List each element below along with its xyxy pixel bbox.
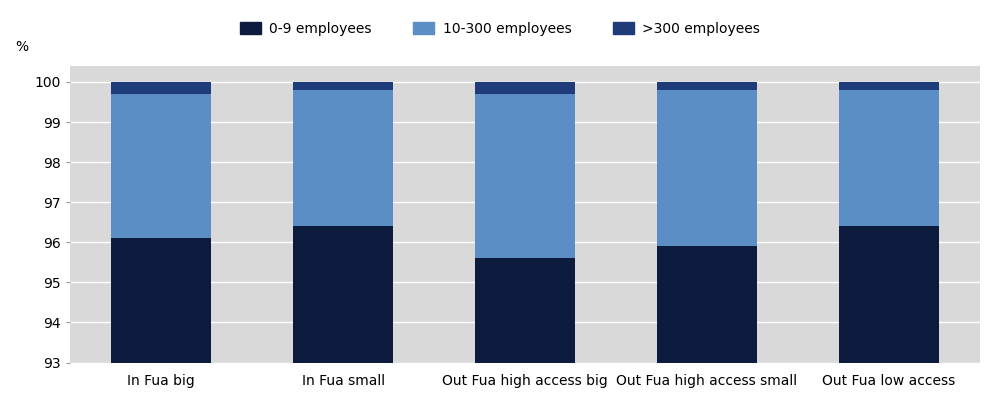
- Bar: [475, 82, 575, 94]
- Bar: [657, 82, 757, 90]
- Bar: [111, 94, 211, 238]
- Bar: [657, 90, 757, 246]
- Bar: [839, 90, 939, 226]
- Bar: [657, 246, 757, 412]
- Bar: [839, 82, 939, 90]
- Bar: [111, 82, 211, 94]
- Legend: 0-9 employees, 10-300 employees, >300 employees: 0-9 employees, 10-300 employees, >300 em…: [233, 15, 767, 43]
- Bar: [293, 82, 393, 90]
- Text: %: %: [15, 40, 29, 54]
- Bar: [475, 94, 575, 258]
- Bar: [111, 238, 211, 412]
- Bar: [839, 226, 939, 412]
- Bar: [293, 226, 393, 412]
- Bar: [475, 258, 575, 412]
- Bar: [293, 90, 393, 226]
